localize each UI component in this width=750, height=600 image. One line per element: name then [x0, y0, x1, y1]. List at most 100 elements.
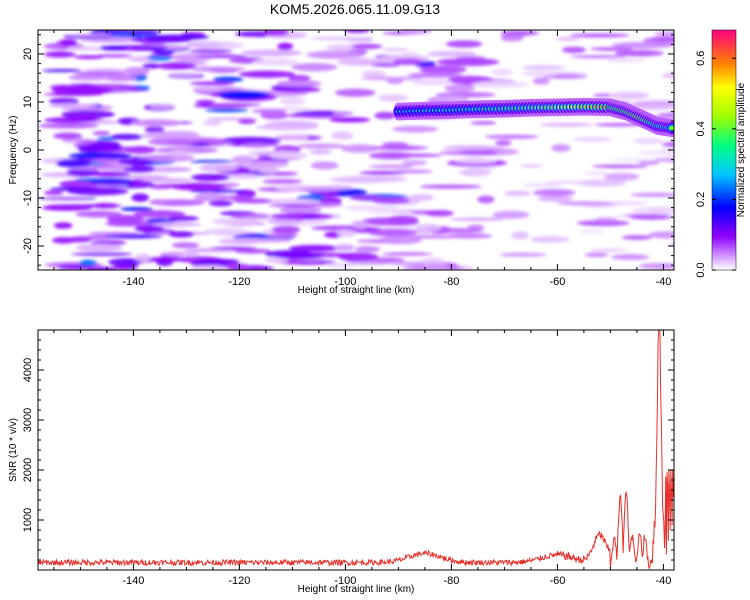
noise-blob	[203, 120, 222, 126]
noise-blob	[401, 159, 427, 166]
spectrogram-y-label: Frequency (Hz)	[8, 116, 19, 185]
noise-blob	[276, 80, 322, 88]
noise-blob	[372, 197, 410, 205]
noise-blob	[170, 182, 227, 191]
noise-blob	[107, 214, 145, 223]
noise-blob	[309, 36, 369, 41]
noise-blob	[131, 193, 150, 202]
noise-blob	[654, 157, 674, 163]
noise-blob	[112, 264, 139, 270]
noise-blob	[611, 254, 650, 260]
noise-blob	[149, 103, 176, 110]
noise-blob	[160, 251, 200, 257]
x-tick-label: -60	[549, 276, 565, 288]
noise-blob	[279, 206, 322, 214]
noise-blob	[196, 258, 240, 265]
noise-blob	[277, 42, 294, 51]
noise-blob	[79, 259, 97, 267]
noise-blob	[355, 246, 381, 253]
noise-blob	[653, 31, 674, 36]
noise-blob	[134, 253, 151, 262]
noise-blob	[77, 164, 132, 170]
noise-blob	[631, 100, 674, 108]
noise-blob	[380, 47, 409, 52]
noise-blob	[168, 72, 200, 77]
x-tick-label: -140	[122, 276, 144, 288]
noise-blob	[68, 33, 114, 37]
noise-blob	[171, 242, 200, 249]
colorbar: 0.0 0.2 0.4 0.6 Normalized spectral amplitu…	[695, 29, 747, 278]
noise-blob	[672, 33, 674, 37]
spectrogram-x-label: Height of straight line (km)	[298, 285, 415, 296]
noise-blob	[590, 248, 629, 253]
noise-blob	[368, 164, 415, 169]
noise-blob	[371, 63, 401, 67]
noise-blob	[331, 111, 354, 116]
noise-blob	[286, 134, 309, 141]
noise-blob	[368, 152, 414, 160]
noise-blob	[110, 133, 143, 141]
noise-blob	[118, 158, 155, 166]
noise-blob	[266, 219, 304, 224]
noise-blob	[71, 252, 133, 256]
noise-blob	[44, 117, 99, 124]
noise-blob	[392, 125, 439, 133]
noise-blob	[378, 235, 423, 245]
noise-blob	[263, 198, 319, 205]
noise-blob	[411, 79, 452, 86]
noise-blob	[152, 221, 201, 227]
noise-blob	[96, 53, 133, 58]
noise-blob	[91, 171, 131, 177]
noise-blob	[651, 36, 674, 40]
noise-blob	[392, 58, 424, 65]
noise-blob	[579, 228, 605, 234]
noise-blob	[48, 103, 98, 109]
noise-blob	[351, 43, 383, 49]
noise-blob	[590, 46, 633, 51]
noise-blob	[326, 262, 356, 268]
noise-blob	[340, 144, 379, 153]
noise-blob	[157, 62, 197, 70]
noise-blob	[169, 149, 188, 157]
noise-blob	[189, 81, 235, 86]
noise-blob	[196, 54, 248, 58]
noise-blob	[269, 213, 333, 220]
noise-blob	[556, 36, 581, 41]
noise-blob	[612, 41, 674, 49]
noise-blob	[76, 143, 124, 152]
noise-blob	[537, 195, 574, 202]
snr-series-line	[38, 330, 674, 570]
noise-blob	[125, 146, 157, 154]
noise-blob	[190, 173, 230, 182]
noise-blob	[638, 263, 674, 270]
noise-blob	[94, 155, 129, 160]
noise-blob	[210, 246, 257, 250]
noise-blob	[576, 220, 630, 227]
noise-blob	[542, 74, 588, 79]
y-tick-label: 20	[22, 48, 34, 60]
noise-blob	[306, 50, 366, 60]
x-tick-label: -140	[122, 575, 144, 587]
noise-blob	[86, 266, 116, 270]
noise-blob	[532, 77, 550, 85]
noise-blob	[357, 239, 375, 243]
noise-blob	[443, 145, 503, 151]
noise-blob	[377, 94, 409, 103]
noise-blob	[239, 238, 292, 243]
noise-blob	[75, 243, 123, 253]
noise-blob	[499, 252, 547, 257]
noise-blob	[279, 97, 306, 106]
noise-blob	[334, 244, 355, 252]
noise-blob	[519, 164, 543, 168]
noise-blob	[557, 201, 613, 206]
x-tick-label: -40	[655, 276, 671, 288]
noise-blob	[46, 204, 107, 208]
noise-blob	[445, 40, 483, 48]
noise-blob	[168, 231, 195, 238]
noise-blob	[655, 112, 674, 119]
noise-blob	[52, 86, 114, 95]
noise-blob	[425, 209, 454, 217]
noise-blob	[168, 215, 199, 222]
